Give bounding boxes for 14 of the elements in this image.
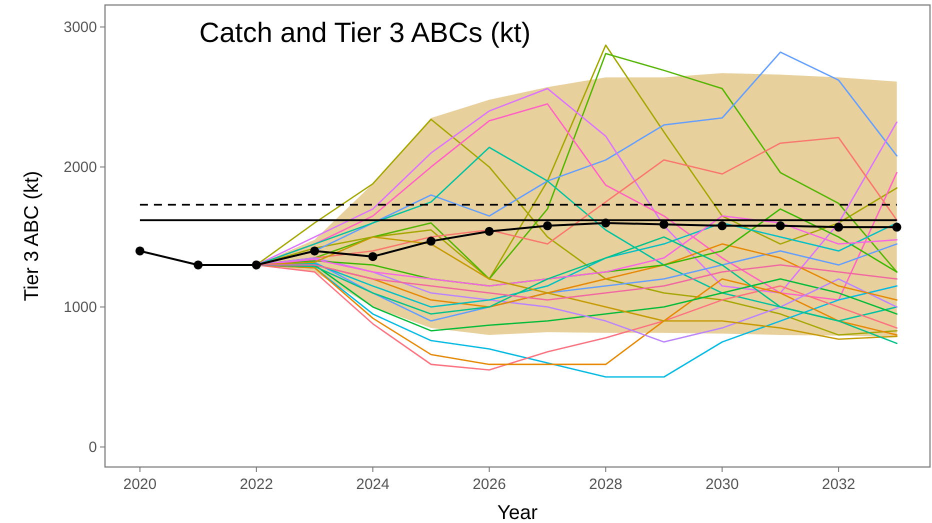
chart-title: Catch and Tier 3 ABCs (kt): [199, 17, 531, 48]
x-axis-title: Year: [497, 502, 538, 523]
x-tick-label: 2022: [240, 476, 274, 493]
y-tick-label: 0: [88, 439, 97, 456]
x-tick-label: 2028: [589, 476, 622, 493]
y-tick-label: 2000: [64, 159, 97, 176]
y-tick-label: 3000: [64, 19, 97, 36]
y-axis-title: Tier 3 ABC (kt): [21, 170, 43, 302]
x-tick-label: 2032: [822, 476, 856, 493]
x-tick-label: 2024: [356, 476, 390, 493]
y-tick-label: 1000: [64, 299, 97, 316]
x-tick-label: 2030: [705, 476, 739, 493]
x-tick-label: 2020: [123, 476, 157, 493]
x-tick-label: 2026: [472, 476, 506, 493]
